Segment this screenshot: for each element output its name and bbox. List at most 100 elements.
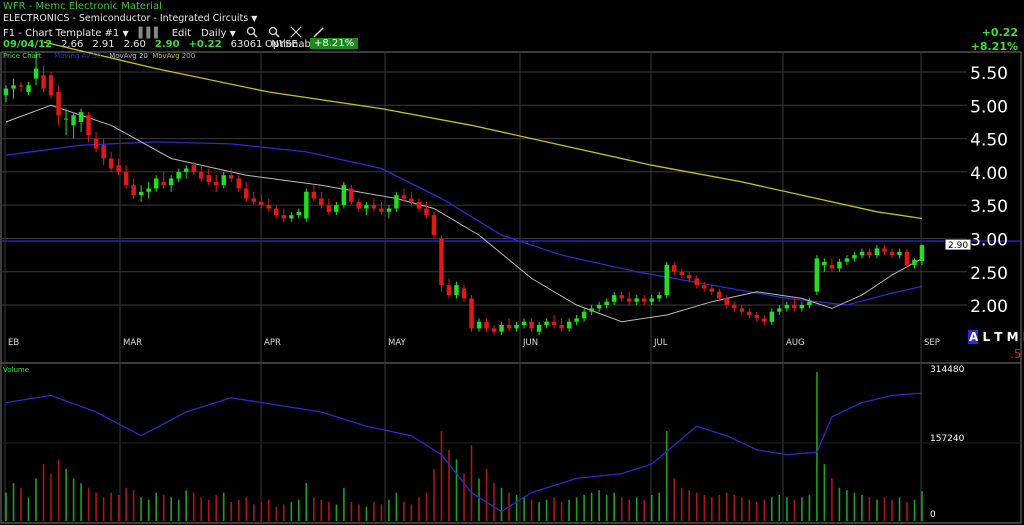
industry-label: ELECTRONICS - Semiconductor - Integrated… (3, 13, 249, 24)
candle-body (739, 308, 745, 312)
candle (349, 185, 354, 206)
candle (431, 211, 437, 239)
candle (566, 318, 572, 332)
volume-bar (485, 468, 488, 521)
period-label: Daily (201, 28, 227, 39)
volume-bar (921, 491, 923, 521)
legend-item: Moving Av 50 (54, 52, 101, 60)
candle (499, 321, 504, 336)
legend-item: MovAvg 200 (152, 52, 195, 60)
candle (101, 138, 106, 166)
zoom-in-icon[interactable] (246, 26, 258, 41)
candle-body (536, 325, 542, 332)
candle (807, 298, 812, 309)
candle-body (274, 208, 279, 216)
candle-body (78, 111, 84, 122)
volume-bar (613, 492, 615, 521)
bar-chart-icon[interactable]: ▌▌▌ (138, 28, 162, 39)
candle (461, 285, 467, 302)
zoom-out-icon[interactable] (268, 26, 280, 41)
volume-bar (838, 487, 841, 521)
candle-body (762, 318, 767, 322)
crosshair-icon[interactable] (290, 26, 302, 41)
volume-bar (553, 497, 555, 521)
volume-bar (358, 504, 360, 521)
volume-bar (523, 497, 525, 521)
candle (762, 315, 767, 326)
candle (904, 248, 910, 269)
candle-body (754, 315, 760, 319)
candle-body (912, 259, 917, 266)
candle (259, 195, 264, 209)
candle (416, 198, 422, 212)
candle-body (86, 115, 91, 136)
volume-bar (538, 502, 540, 521)
volume-bar (771, 497, 773, 521)
candle-body (589, 308, 594, 312)
volume-bar (726, 492, 728, 521)
volume-bar (643, 499, 645, 521)
volume-bar (876, 499, 878, 521)
candle-body (491, 328, 497, 332)
candle-body (289, 215, 294, 219)
candle (251, 191, 256, 206)
candle-body (679, 271, 684, 276)
candle-body (566, 321, 572, 329)
volume-bar (673, 478, 675, 521)
candle-body (356, 201, 362, 209)
top-change: +0.22 (981, 26, 1018, 39)
volume-bar (756, 502, 758, 521)
candle (341, 181, 347, 209)
candle-body (882, 248, 887, 252)
ma20-line (5, 104, 923, 323)
volume-bar (696, 492, 698, 521)
candle-body (349, 188, 354, 202)
volume-bar (373, 502, 375, 521)
candle (199, 165, 204, 182)
candle-body (326, 205, 332, 212)
volume-bar (823, 464, 826, 521)
volume-bar (215, 494, 217, 521)
volume-bar (298, 499, 300, 521)
candle-body (469, 298, 474, 329)
volume-bar (650, 494, 653, 521)
volume-bar (110, 492, 112, 521)
candle-body (822, 261, 827, 266)
candle (229, 168, 234, 182)
volume-tick-label: 0 (930, 510, 936, 520)
candle-body (319, 198, 324, 206)
template-dropdown[interactable]: F1 - Chart Template #1 ▼ (3, 28, 129, 39)
side-buttons: A L T M L .5 (968, 330, 1024, 361)
candle (356, 198, 362, 212)
price-tick-label: 3.50 (970, 197, 1008, 217)
candle (634, 295, 639, 306)
period-dropdown[interactable]: Daily ▼ (201, 28, 236, 39)
candle (709, 285, 714, 296)
volume-bar (275, 506, 278, 521)
quote-open: 2.66 (61, 39, 84, 50)
candle (146, 181, 151, 199)
industry-dropdown[interactable]: ELECTRONICS - Semiconductor - Integrated… (3, 13, 257, 24)
candle (446, 278, 452, 299)
candle-body (33, 68, 39, 79)
candle (386, 205, 392, 219)
volume-bar (605, 494, 608, 521)
quote-low: 2.60 (123, 39, 146, 50)
volume-legend: Volume (3, 366, 29, 374)
candle (371, 198, 377, 212)
candle (123, 165, 129, 189)
volume-bar (335, 504, 338, 521)
candle (26, 81, 31, 96)
pen-icon[interactable] (312, 26, 324, 41)
volume-bar (786, 497, 788, 521)
edit-button[interactable]: Edit (171, 28, 192, 39)
last-price-label: 2.90 (948, 241, 968, 251)
candle (777, 305, 782, 316)
candles (3, 52, 925, 336)
volume-legend-label: Volume (3, 366, 29, 374)
candle (889, 248, 895, 259)
candle (529, 318, 534, 332)
candle-body (702, 285, 707, 289)
volume-bar (42, 464, 45, 521)
